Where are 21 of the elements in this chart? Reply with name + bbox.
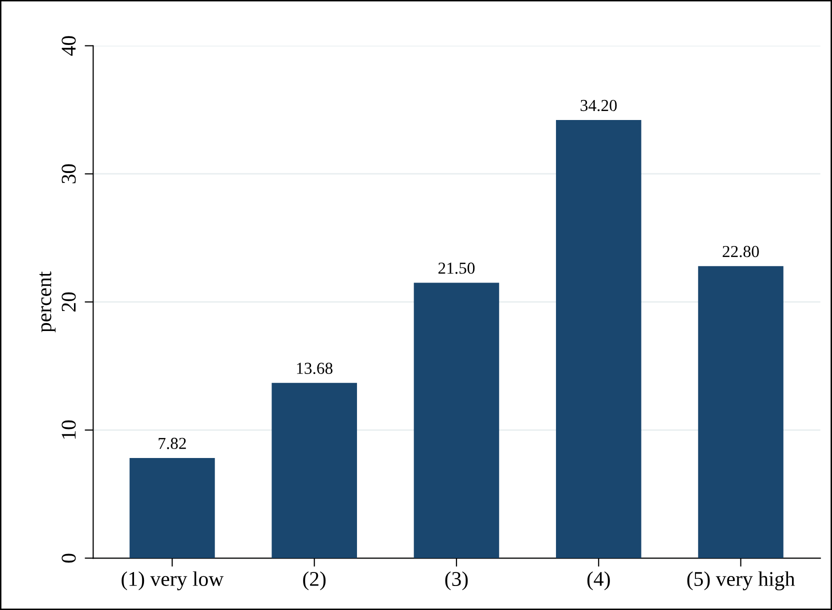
y-axis-title: percent [39, 271, 56, 332]
data-label: 21.50 [438, 262, 475, 274]
bar [556, 120, 642, 558]
x-tick-label: (2) [303, 571, 326, 590]
x-tick-label: (4) [587, 571, 610, 590]
x-tick-label: (5) very high [687, 571, 795, 590]
data-label: 22.80 [722, 246, 759, 258]
bar [414, 282, 500, 558]
y-tick-label: 40 [62, 36, 76, 56]
y-tick-label: 20 [62, 292, 76, 312]
y-tick-label: 0 [62, 554, 76, 563]
y-tick-label: 10 [62, 420, 76, 439]
data-label: 7.82 [158, 438, 186, 450]
bar [272, 382, 357, 558]
x-tick-label: (3) [445, 571, 468, 590]
bar [698, 266, 784, 558]
x-tick-label: (1) very low [122, 571, 224, 590]
data-label: 34.20 [580, 100, 617, 112]
y-tick-label: 30 [62, 164, 76, 184]
bar [130, 458, 215, 558]
data-label: 13.68 [297, 362, 332, 374]
